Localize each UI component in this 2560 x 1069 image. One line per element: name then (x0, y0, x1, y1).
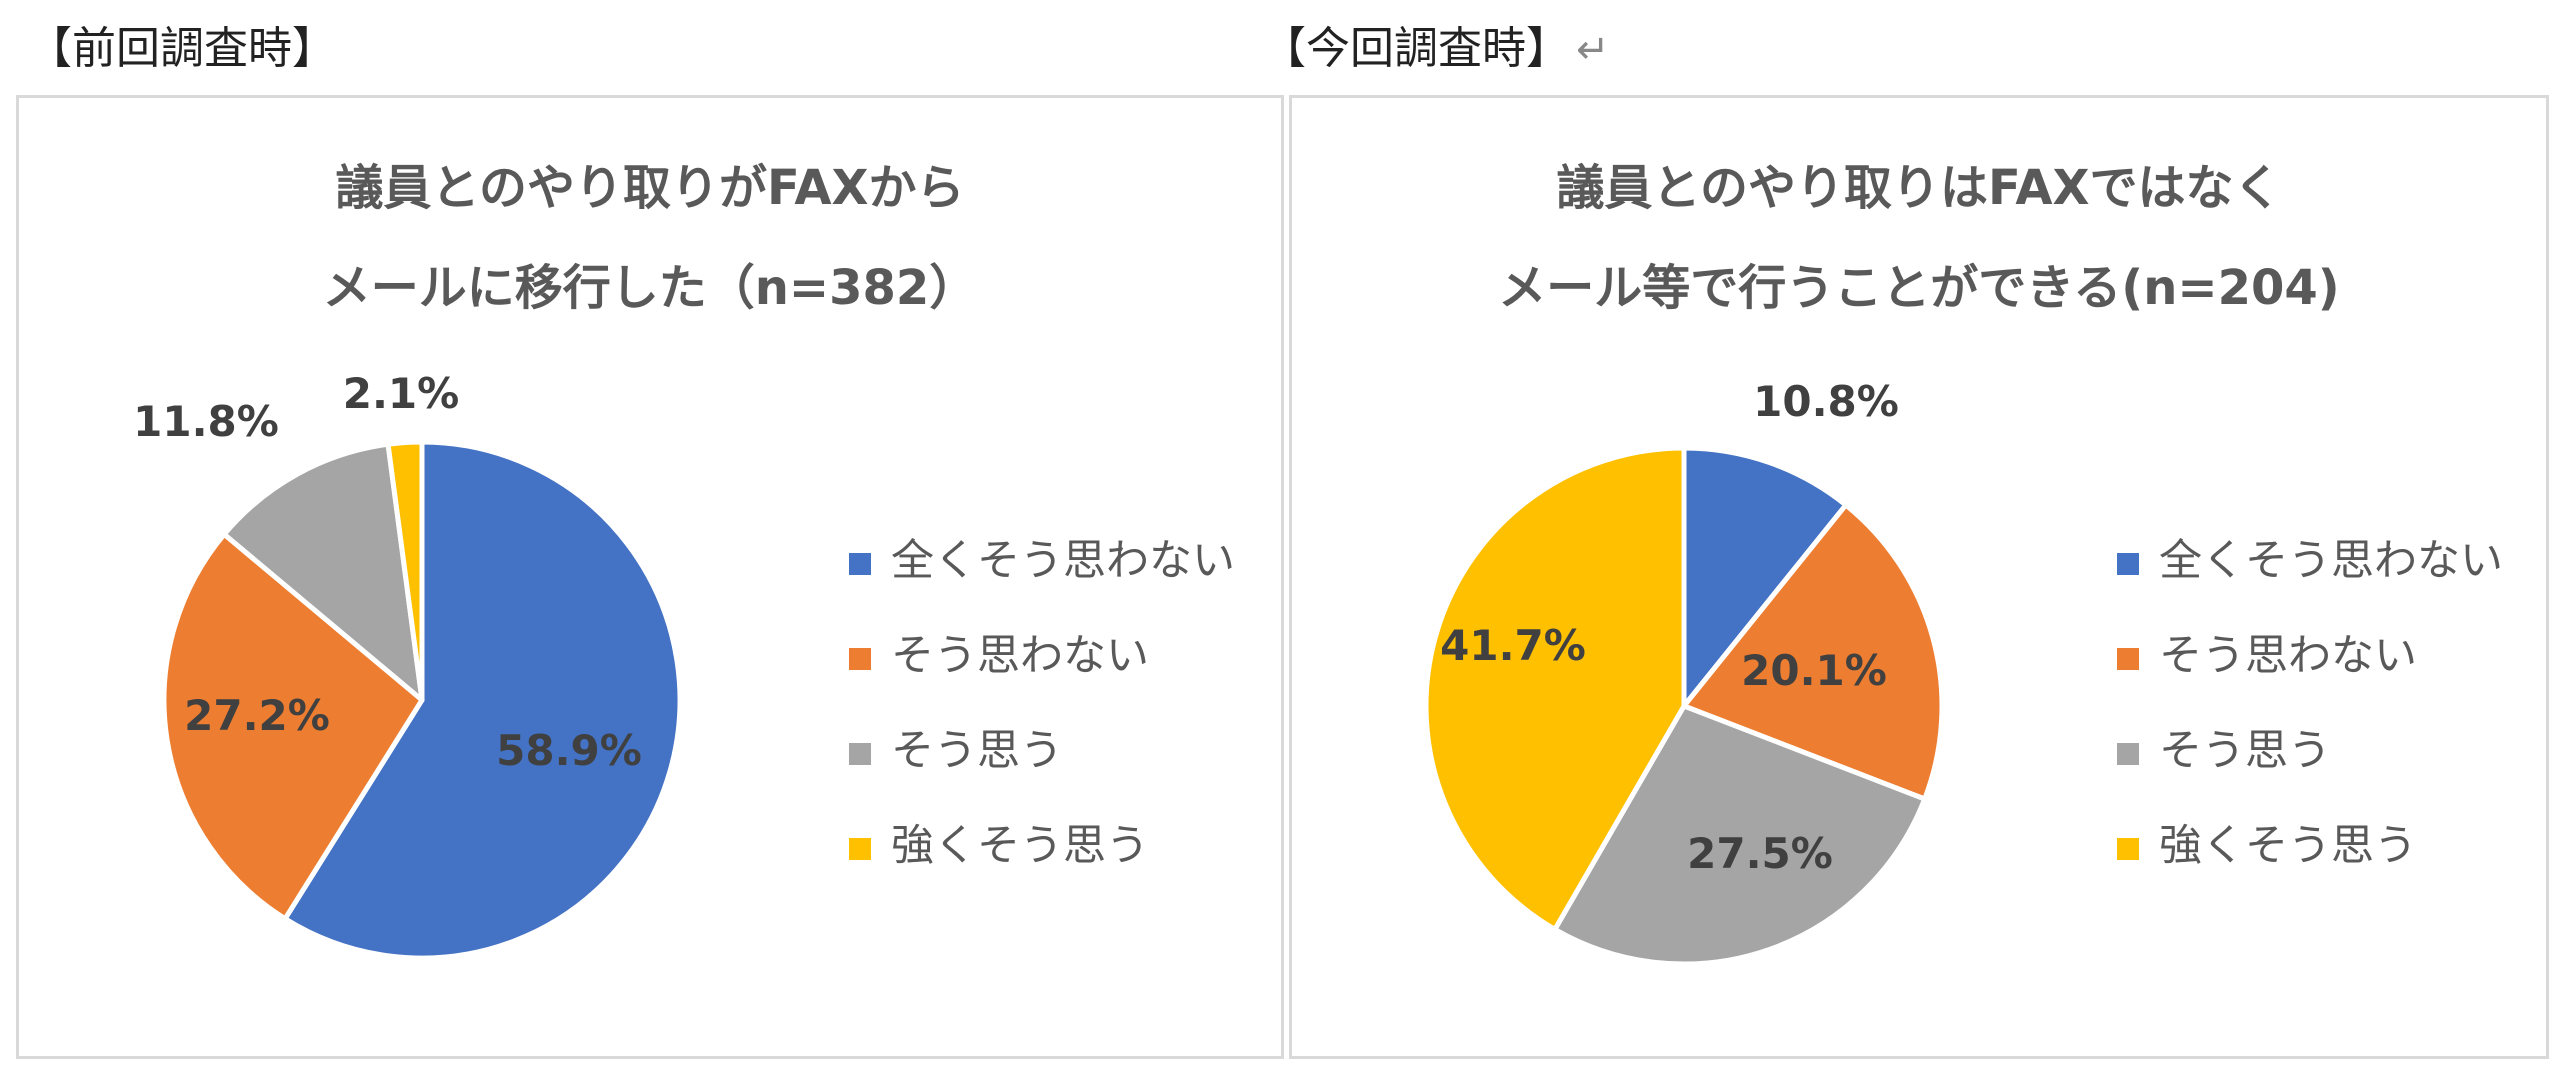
pie-slice-2 (221, 441, 425, 703)
data-label-0: 10.8% (1753, 377, 1899, 426)
legend-swatch-0 (2117, 553, 2139, 575)
pie-slice-0 (1681, 445, 1849, 709)
data-label-1: 20.1% (1741, 646, 1887, 695)
chart-panel-current: 議員とのやり取りはFAXではなく メール等で行うことができる(n=204) 10… (1289, 95, 2549, 1059)
data-label-2: 11.8% (133, 397, 279, 446)
legend-label-0: 全くそう思わない (891, 536, 1235, 586)
pie-slice-3 (1423, 445, 1687, 932)
chart-title-line-2: メールに移行した（n=382） (322, 260, 978, 316)
chart-title-line-1: 議員とのやり取りがFAXから (335, 160, 965, 216)
legend-swatch-2 (849, 743, 871, 765)
legend-swatch-1 (2117, 648, 2139, 670)
pie-slice-0 (282, 439, 683, 961)
legend-label-3: 強くそう思う (2159, 821, 2417, 871)
legend-label-0: 全くそう思わない (2159, 536, 2503, 586)
legend-label-2: そう思う (2159, 726, 2331, 776)
legend-swatch-1 (849, 648, 871, 670)
heading-previous-survey: 【前回調査時】 (28, 12, 336, 76)
data-label-2: 27.5% (1687, 829, 1833, 878)
legend-label-1: そう思わない (2159, 631, 2417, 681)
pie-slice-1 (1681, 502, 1945, 802)
pie-slice-3 (385, 439, 425, 703)
legend-swatch-0 (849, 553, 871, 575)
legend-swatch-3 (849, 838, 871, 860)
pie-chart-current: 10.8% 20.1% 27.5% 41.7% (1423, 377, 1945, 967)
legend-swatch-2 (2117, 743, 2139, 765)
legend-label-3: 強くそう思う (891, 821, 1149, 871)
heading-current-survey: 【今回調査時】 ↵ (1262, 12, 1610, 76)
legend-label-1: そう思わない (891, 631, 1149, 681)
heading-current-text: 【今回調査時】 (1262, 23, 1570, 74)
heading-previous-text: 【前回調査時】 (28, 23, 336, 74)
data-label-3: 2.1% (343, 369, 459, 418)
legend-label-2: そう思う (891, 726, 1063, 776)
legend-swatch-3 (2117, 838, 2139, 860)
pie-slice-1 (161, 531, 425, 922)
data-label-0: 58.9% (496, 726, 642, 775)
chart-panel-previous: 議員とのやり取りがFAXから メールに移行した（n=382） 58.9% 27.2… (16, 95, 1284, 1059)
data-label-1: 27.2% (184, 691, 330, 740)
return-mark-icon: ↵ (1576, 27, 1610, 73)
chart-title-line-2: メール等で行うことができる(n=204) (1498, 260, 2340, 316)
chart-title-line-1: 議員とのやり取りはFAXではなく (1556, 160, 2282, 216)
pie-chart-previous: 58.9% 27.2% 11.8% 2.1% (133, 369, 683, 961)
data-label-3: 41.7% (1440, 621, 1586, 670)
